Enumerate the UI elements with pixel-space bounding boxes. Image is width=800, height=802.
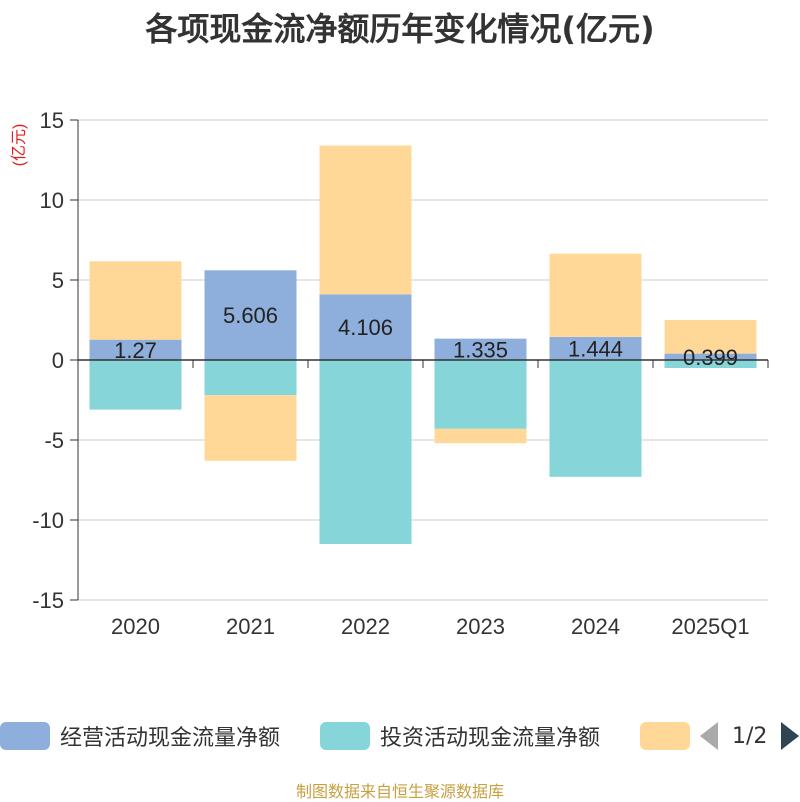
y-tick-label: -5	[44, 428, 64, 453]
legend-swatch-operating	[0, 722, 50, 750]
bar-2-2020	[89, 261, 182, 340]
legend-swatch-third	[640, 722, 690, 750]
x-tick-label: 2023	[456, 614, 505, 639]
y-tick-label: 15	[40, 108, 64, 133]
bar-1-2024	[549, 360, 642, 477]
legend-item-third[interactable]	[640, 716, 690, 756]
data-label: 1.444	[568, 336, 623, 361]
legend-label-investing: 投资活动现金流量净额	[380, 726, 601, 751]
y-tick-label: 5	[52, 268, 64, 293]
y-tick-label: 10	[40, 188, 64, 213]
y-tick-label: -10	[32, 508, 64, 533]
bar-2-2025Q1	[664, 320, 757, 354]
bar-2-2024	[549, 253, 642, 337]
bar-2-2022	[319, 145, 412, 295]
data-label: 4.106	[338, 315, 393, 340]
legend-label-operating: 经营活动现金流量净额	[60, 726, 281, 751]
bar-1-2025Q1	[664, 360, 757, 368]
bar-1-2020	[89, 360, 182, 410]
y-axis-label: (亿元)	[10, 124, 28, 167]
data-label: 0.399	[683, 345, 738, 370]
chart-plot: (亿元) 15 10 5 0 -5 -10 -15 2020 2021 2022 2023 2024 2…	[10, 108, 769, 639]
pager-prev-icon[interactable]	[700, 722, 718, 750]
legend-item-investing[interactable]: 投资活动现金流量净额	[320, 716, 600, 756]
bar-2-2023	[434, 428, 527, 444]
bar-1-2021	[204, 360, 297, 396]
x-tick-label: 2024	[571, 614, 620, 639]
legend-item-operating[interactable]: 经营活动现金流量净额	[0, 716, 280, 756]
x-tick-label: 2022	[341, 614, 390, 639]
y-tick-label: 0	[52, 348, 64, 373]
data-label: 5.606	[223, 303, 278, 328]
x-tick-label: 2021	[226, 614, 275, 639]
data-label: 1.27	[114, 338, 157, 363]
legend-page-indicator: 1/2	[732, 723, 768, 749]
bar-0-2025Q1	[664, 353, 757, 360]
bar-0-2021	[204, 270, 297, 360]
bar-0-2020	[89, 339, 182, 360]
data-label: 1.335	[453, 337, 508, 362]
legend-swatch-investing	[320, 722, 370, 750]
bar-0-2023	[434, 338, 527, 360]
y-tick-label: -15	[32, 588, 64, 613]
pager-next-icon[interactable]	[781, 722, 800, 750]
bar-2-2021	[204, 395, 297, 461]
source-note: 制图数据来自恒生聚源数据库	[295, 782, 504, 801]
legend-pager: 1/2	[700, 716, 800, 756]
x-tick-label: 2020	[111, 614, 160, 639]
bar-0-2024	[549, 336, 642, 360]
bar-0-2022	[319, 294, 412, 360]
chart-title: 各项现金流净额历年变化情况(亿元)	[145, 10, 655, 48]
bar-1-2023	[434, 360, 527, 429]
x-tick-label: 2025Q1	[671, 614, 749, 639]
legend: 经营活动现金流量净额 投资活动现金流量净额 1/2	[0, 716, 800, 756]
bar-1-2022	[319, 360, 412, 544]
